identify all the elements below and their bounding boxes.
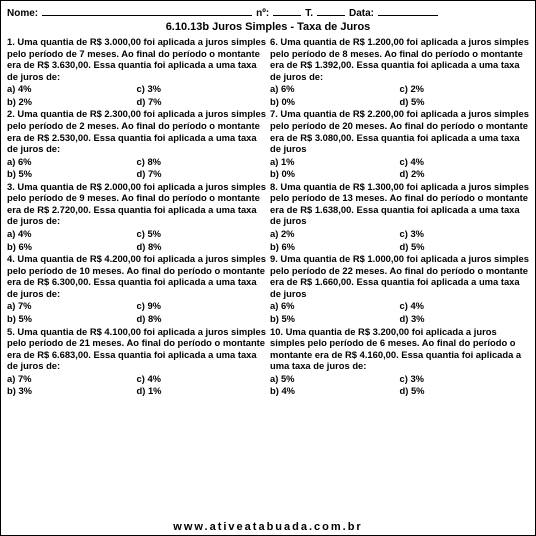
- option[interactable]: a) 2%: [270, 228, 400, 240]
- options-row: a) 1%c) 4%: [270, 156, 529, 168]
- options-row: a) 6%c) 8%: [7, 156, 266, 168]
- column-left: 1. Uma quantia de R$ 3.000,00 foi aplica…: [7, 36, 266, 398]
- option[interactable]: c) 3%: [400, 373, 530, 385]
- name-blank[interactable]: [42, 5, 252, 16]
- date-blank[interactable]: [378, 5, 438, 16]
- option[interactable]: a) 7%: [7, 373, 137, 385]
- options-row: a) 7%c) 9%: [7, 300, 266, 312]
- option[interactable]: a) 5%: [270, 373, 400, 385]
- options-row: b) 3%d) 1%: [7, 385, 266, 397]
- t-blank[interactable]: [317, 5, 345, 16]
- questions-columns: 1. Uma quantia de R$ 3.000,00 foi aplica…: [7, 36, 529, 398]
- question-stem: 8. Uma quantia de R$ 1.300,00 foi aplica…: [270, 181, 529, 227]
- options-row: a) 5%c) 3%: [270, 373, 529, 385]
- option[interactable]: c) 9%: [137, 300, 267, 312]
- question-stem: 9. Uma quantia de R$ 1.000,00 foi aplica…: [270, 253, 529, 299]
- header-line: Nome: nº: T. Data:: [7, 5, 529, 19]
- t-label: T.: [305, 8, 313, 19]
- option[interactable]: a) 1%: [270, 156, 400, 168]
- option[interactable]: b) 2%: [7, 96, 137, 108]
- option[interactable]: d) 5%: [400, 385, 530, 397]
- option[interactable]: b) 0%: [270, 96, 400, 108]
- option[interactable]: c) 8%: [137, 156, 267, 168]
- option[interactable]: b) 5%: [270, 313, 400, 325]
- option[interactable]: c) 2%: [400, 83, 530, 95]
- option[interactable]: c) 3%: [137, 83, 267, 95]
- options-row: b) 0%d) 2%: [270, 168, 529, 180]
- option[interactable]: b) 5%: [7, 168, 137, 180]
- option[interactable]: b) 4%: [270, 385, 400, 397]
- options-row: b) 2%d) 7%: [7, 96, 266, 108]
- options-row: b) 5%d) 3%: [270, 313, 529, 325]
- no-label: nº:: [256, 8, 269, 19]
- footer-url: www.ativeatabuada.com.br: [1, 521, 535, 533]
- option[interactable]: c) 4%: [400, 300, 530, 312]
- page-title: 6.10.13b Juros Simples - Taxa de Juros: [7, 21, 529, 33]
- option[interactable]: d) 7%: [137, 168, 267, 180]
- question-stem: 2. Uma quantia de R$ 2.300,00 foi aplica…: [7, 108, 266, 154]
- question-stem: 6. Uma quantia de R$ 1.200,00 foi aplica…: [270, 36, 529, 82]
- options-row: b) 6%d) 8%: [7, 241, 266, 253]
- option[interactable]: d) 2%: [400, 168, 530, 180]
- question-stem: 7. Uma quantia de R$ 2.200,00 foi aplica…: [270, 108, 529, 154]
- option[interactable]: d) 5%: [400, 96, 530, 108]
- option[interactable]: d) 1%: [137, 385, 267, 397]
- option[interactable]: b) 6%: [270, 241, 400, 253]
- date-label: Data:: [349, 8, 374, 19]
- question-stem: 3. Uma quantia de R$ 2.000,00 foi aplica…: [7, 181, 266, 227]
- option[interactable]: a) 7%: [7, 300, 137, 312]
- question-stem: 1. Uma quantia de R$ 3.000,00 foi aplica…: [7, 36, 266, 82]
- option[interactable]: d) 8%: [137, 313, 267, 325]
- options-row: b) 6%d) 5%: [270, 241, 529, 253]
- option[interactable]: d) 3%: [400, 313, 530, 325]
- options-row: b) 0%d) 5%: [270, 96, 529, 108]
- option[interactable]: a) 6%: [270, 83, 400, 95]
- option[interactable]: d) 8%: [137, 241, 267, 253]
- no-blank[interactable]: [273, 5, 301, 16]
- option[interactable]: b) 0%: [270, 168, 400, 180]
- option[interactable]: b) 5%: [7, 313, 137, 325]
- options-row: b) 5%d) 8%: [7, 313, 266, 325]
- options-row: a) 2%c) 3%: [270, 228, 529, 240]
- options-row: a) 7%c) 4%: [7, 373, 266, 385]
- option[interactable]: c) 5%: [137, 228, 267, 240]
- column-right: 6. Uma quantia de R$ 1.200,00 foi aplica…: [270, 36, 529, 398]
- option[interactable]: b) 6%: [7, 241, 137, 253]
- option[interactable]: c) 4%: [400, 156, 530, 168]
- option[interactable]: d) 7%: [137, 96, 267, 108]
- option[interactable]: a) 6%: [7, 156, 137, 168]
- option[interactable]: a) 4%: [7, 83, 137, 95]
- question-stem: 4. Uma quantia de R$ 4.200,00 foi aplica…: [7, 253, 266, 299]
- option[interactable]: c) 4%: [137, 373, 267, 385]
- option[interactable]: a) 6%: [270, 300, 400, 312]
- options-row: b) 4%d) 5%: [270, 385, 529, 397]
- question-stem: 10. Uma quantia de R$ 3.200,00 foi aplic…: [270, 326, 529, 372]
- options-row: a) 6%c) 4%: [270, 300, 529, 312]
- question-stem: 5. Uma quantia de R$ 4.100,00 foi aplica…: [7, 326, 266, 372]
- option[interactable]: c) 3%: [400, 228, 530, 240]
- name-label: Nome:: [7, 8, 38, 19]
- options-row: a) 4%c) 3%: [7, 83, 266, 95]
- options-row: a) 6%c) 2%: [270, 83, 529, 95]
- options-row: a) 4%c) 5%: [7, 228, 266, 240]
- option[interactable]: a) 4%: [7, 228, 137, 240]
- option[interactable]: b) 3%: [7, 385, 137, 397]
- option[interactable]: d) 5%: [400, 241, 530, 253]
- options-row: b) 5%d) 7%: [7, 168, 266, 180]
